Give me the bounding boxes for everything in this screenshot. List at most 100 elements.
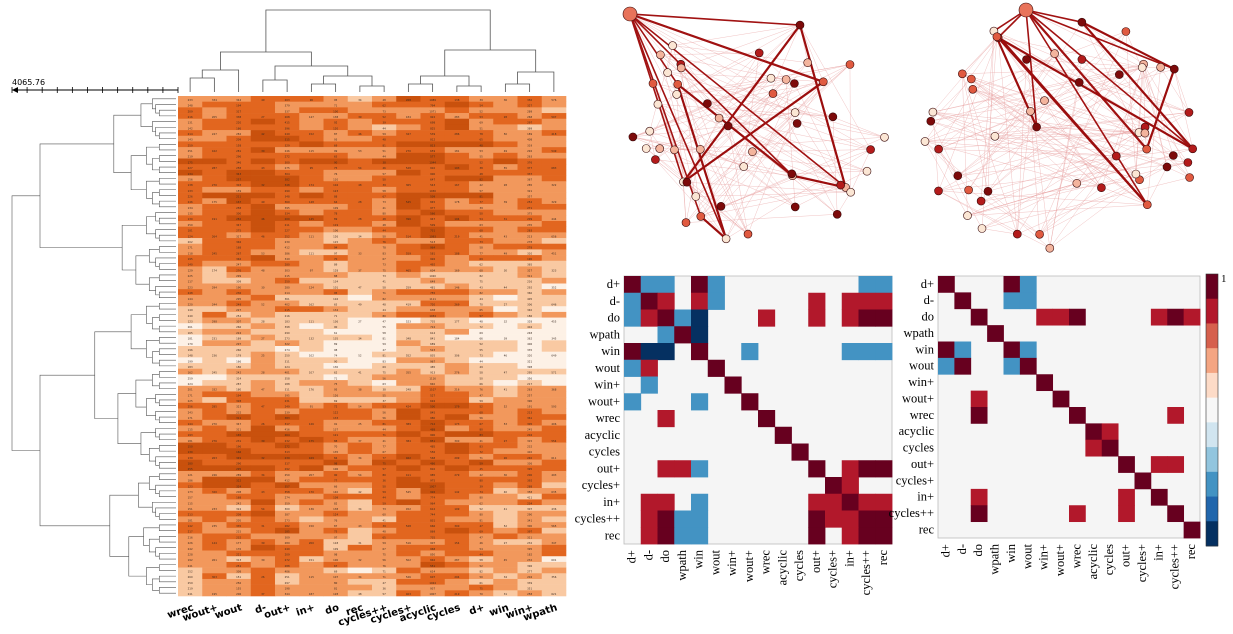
heatmap-cell-value: 80 xyxy=(382,212,386,216)
heatmap-cell xyxy=(493,243,518,250)
heatmap-cell-value: 975 xyxy=(430,479,435,483)
heatmap-cell-value: 395 xyxy=(285,206,290,210)
heatmap-cell xyxy=(275,232,300,239)
heatmap-cell-value: 46 xyxy=(479,541,483,545)
heatmap-cell xyxy=(347,232,373,239)
heatmap-cell-value: 323 xyxy=(551,268,556,272)
heatmap-cell xyxy=(347,544,373,551)
heatmap-cell xyxy=(517,590,543,597)
heatmap-cell-value: 810 xyxy=(430,467,435,471)
network-edge xyxy=(1135,67,1143,175)
network-node xyxy=(862,166,872,176)
heatmap-cell-value: 150 xyxy=(188,444,193,448)
heatmap-cell xyxy=(250,306,276,313)
heatmap-cell xyxy=(226,272,252,279)
heatmap-cell-value: 219 xyxy=(188,587,193,591)
heatmap-cell xyxy=(493,118,518,125)
network-edge xyxy=(994,111,1031,137)
heatmap-cell-value: 300 xyxy=(454,524,459,528)
heatmap-cell xyxy=(372,118,397,125)
heatmap-cell-value: 415 xyxy=(285,121,290,125)
heatmap-cell-value: 75 xyxy=(382,552,386,556)
heatmap-cell xyxy=(226,471,252,477)
network-node xyxy=(920,137,930,146)
colorbar-segment xyxy=(1206,447,1218,473)
heatmap-cell-value: 258 xyxy=(236,206,241,210)
heatmap-cell-value: 232 xyxy=(285,439,290,443)
heatmap-cell xyxy=(178,192,203,199)
heatmap-cell-value: 81 xyxy=(382,337,386,341)
heatmap-cell-value: 314 xyxy=(236,376,241,380)
heatmap-cell xyxy=(444,118,470,125)
heatmap-cell-value: 361 xyxy=(527,416,532,420)
network-edge xyxy=(1160,67,1190,113)
network-edge xyxy=(718,117,846,188)
heatmap-cell xyxy=(493,482,518,489)
row-label: cycles+ xyxy=(896,473,934,487)
heatmap-cell xyxy=(444,198,470,205)
heatmap-cell xyxy=(517,363,543,370)
heatmap-cell-value: 70 xyxy=(479,592,483,596)
heatmap-cell xyxy=(202,152,227,159)
heatmap-cell xyxy=(323,465,349,472)
heatmap-cell xyxy=(541,584,567,591)
heatmap-cell-value: 151 xyxy=(236,575,241,579)
heatmap-cell-value: 41 xyxy=(382,518,386,522)
heatmap-cell xyxy=(299,590,324,597)
heatmap-cell xyxy=(420,397,446,404)
colorbar-segment xyxy=(1206,521,1218,547)
heatmap-cell-value: 292 xyxy=(527,285,532,289)
heatmap-cell-value: 288 xyxy=(527,484,532,488)
heatmap-cell xyxy=(420,488,446,495)
matrix-cell xyxy=(758,309,776,327)
heatmap-cell-value: 272 xyxy=(285,444,290,448)
heatmap-cell-value: 346 xyxy=(236,160,241,164)
heatmap-cell xyxy=(250,368,276,375)
heatmap-cell xyxy=(541,209,567,216)
heatmap-cell-value: 43 xyxy=(358,524,362,528)
heatmap-cell-value: 223 xyxy=(188,285,193,289)
heatmap-cell-value: 329 xyxy=(285,143,290,147)
heatmap-cell xyxy=(323,453,349,460)
heatmap-cell xyxy=(541,141,567,148)
heatmap-cell xyxy=(444,380,470,387)
heatmap-cell-value: 123 xyxy=(188,484,193,488)
heatmap-cell-value: 285 xyxy=(527,183,532,187)
heatmap-cell xyxy=(347,186,373,193)
heatmap-cell xyxy=(444,402,470,409)
heatmap-cell xyxy=(469,249,494,256)
heatmap-cell-value: 76 xyxy=(334,172,338,176)
network-edge xyxy=(1081,22,1147,150)
heatmap-cell xyxy=(202,402,227,409)
heatmap-cell xyxy=(347,556,373,563)
matrix-cell xyxy=(987,325,1004,342)
heatmap-cell-value: 303 xyxy=(212,575,217,579)
heatmap-cell-value: 195 xyxy=(212,592,217,596)
heatmap-cell-value: 52 xyxy=(479,507,483,511)
heatmap-cell-value: 279 xyxy=(454,473,459,477)
heatmap-cell-value: 493 xyxy=(551,473,556,477)
heatmap-cell xyxy=(444,442,470,449)
network-edge xyxy=(799,25,871,150)
heatmap-cell-value: 516 xyxy=(406,541,411,545)
heatmap-cell-value: 55 xyxy=(504,166,508,170)
heatmap-cell xyxy=(541,550,567,557)
heatmap-cell xyxy=(323,436,349,443)
matrix-cell xyxy=(640,493,658,511)
heatmap-cell-value: 48 xyxy=(382,302,386,306)
heatmap-cell xyxy=(541,425,567,432)
row-label: wout+ xyxy=(588,394,620,408)
heatmap-cell xyxy=(202,226,227,233)
heatmap-cell xyxy=(299,255,324,262)
heatmap-cell xyxy=(202,294,227,301)
heatmap-cell xyxy=(372,397,397,404)
network-edge xyxy=(932,111,995,137)
network-edge xyxy=(967,162,1188,216)
heatmap-cell xyxy=(372,493,397,500)
heatmap-cell xyxy=(347,516,373,523)
network-edge xyxy=(967,183,1077,216)
heatmap-cell xyxy=(372,215,397,222)
heatmap-cell xyxy=(420,317,446,324)
heatmap-cell xyxy=(202,533,227,540)
heatmap-cell xyxy=(517,164,543,171)
